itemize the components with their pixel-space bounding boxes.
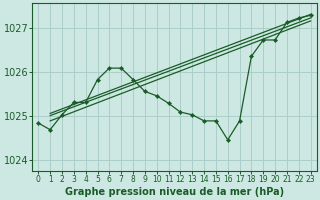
X-axis label: Graphe pression niveau de la mer (hPa): Graphe pression niveau de la mer (hPa) bbox=[65, 187, 284, 197]
